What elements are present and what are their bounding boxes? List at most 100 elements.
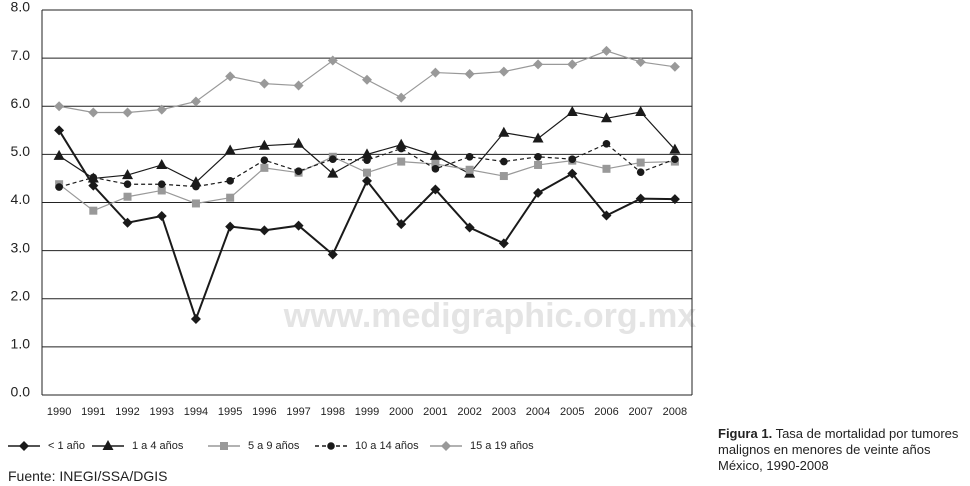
data-point xyxy=(499,172,508,181)
legend-marker xyxy=(19,441,29,451)
data-point xyxy=(500,157,508,166)
legend-marker xyxy=(327,442,335,450)
y-tick-label: 0.0 xyxy=(11,384,31,400)
data-point xyxy=(636,168,645,176)
data-point xyxy=(327,167,339,178)
data-point xyxy=(533,59,544,70)
y-tick-label: 8.0 xyxy=(11,0,31,15)
data-point xyxy=(636,158,645,167)
data-point xyxy=(327,55,338,66)
x-tick-label: 2007 xyxy=(628,406,652,418)
legend-marker xyxy=(102,440,114,450)
data-point xyxy=(532,132,544,143)
data-point xyxy=(397,144,406,153)
x-tick-label: 2006 xyxy=(594,406,618,418)
data-point xyxy=(224,144,236,155)
data-point xyxy=(156,104,167,115)
data-point xyxy=(363,168,371,177)
data-point xyxy=(362,175,372,186)
data-point xyxy=(294,167,303,176)
x-tick-label: 1997 xyxy=(286,406,310,418)
y-tick-label: 2.0 xyxy=(11,287,31,303)
x-tick-label: 1991 xyxy=(81,406,105,418)
x-tick-label: 1995 xyxy=(218,406,242,418)
data-point xyxy=(361,148,373,159)
data-point xyxy=(635,56,646,67)
data-point xyxy=(635,106,647,117)
data-point xyxy=(259,225,270,236)
data-point xyxy=(54,125,65,136)
caption-text: Tasa de mortalidad por tumores malignos … xyxy=(718,426,959,473)
data-point xyxy=(122,169,134,180)
data-point xyxy=(568,155,577,163)
data-point xyxy=(498,126,510,137)
data-point xyxy=(190,313,201,324)
data-point xyxy=(260,163,269,172)
data-point xyxy=(669,61,680,72)
data-point xyxy=(498,66,509,77)
y-tick-label: 1.0 xyxy=(11,336,31,352)
data-point xyxy=(671,155,679,163)
data-point xyxy=(669,194,680,205)
data-point xyxy=(156,158,168,169)
legend-marker xyxy=(220,442,228,450)
x-tick-label: 1996 xyxy=(252,406,276,418)
x-tick-label: 2001 xyxy=(423,406,447,418)
data-point xyxy=(53,149,65,160)
x-tick-label: 2008 xyxy=(663,406,687,418)
legend-label: < 1 año xyxy=(48,440,85,452)
data-point xyxy=(534,152,542,161)
data-point xyxy=(396,92,407,103)
y-tick-label: 3.0 xyxy=(11,239,31,255)
legend-label: 5 a 9 años xyxy=(248,440,300,452)
data-point xyxy=(293,80,304,91)
data-point xyxy=(157,186,166,195)
y-tick-label: 5.0 xyxy=(11,143,31,159)
data-point xyxy=(54,101,65,112)
data-point xyxy=(260,156,269,164)
data-point xyxy=(226,193,235,202)
data-point xyxy=(635,193,646,204)
data-point xyxy=(600,112,612,123)
data-point xyxy=(567,59,578,70)
data-point xyxy=(190,176,202,187)
data-point xyxy=(225,71,236,82)
x-tick-label: 2002 xyxy=(457,406,481,418)
legend-label: 15 a 19 años xyxy=(470,440,534,452)
data-point xyxy=(122,217,133,228)
x-tick-label: 1999 xyxy=(355,406,379,418)
x-tick-label: 1990 xyxy=(47,406,71,418)
data-point xyxy=(89,206,98,215)
x-tick-label: 1992 xyxy=(115,406,139,418)
watermark: www.medigraphic.org.mx xyxy=(283,297,697,335)
x-tick-label: 2004 xyxy=(526,406,550,418)
data-point xyxy=(601,45,612,56)
data-point xyxy=(498,238,509,249)
data-point xyxy=(430,184,441,195)
data-point xyxy=(396,219,407,230)
legend-marker xyxy=(441,441,451,451)
y-tick-label: 4.0 xyxy=(11,191,31,207)
data-point xyxy=(192,182,200,191)
x-tick-label: 1994 xyxy=(184,406,208,418)
data-point xyxy=(89,173,98,182)
data-point xyxy=(55,183,63,191)
x-tick-label: 2000 xyxy=(389,406,413,418)
data-point xyxy=(464,222,475,233)
data-point xyxy=(122,107,133,118)
data-point xyxy=(566,106,578,117)
y-tick-label: 7.0 xyxy=(11,47,31,63)
data-point xyxy=(602,139,611,148)
data-point xyxy=(157,180,166,189)
data-point xyxy=(669,143,681,154)
source: Fuente: INEGI/SSA/DGIS xyxy=(8,468,168,484)
data-point xyxy=(362,74,372,85)
data-point xyxy=(602,164,611,173)
caption: Figura 1. Tasa de mortalidad por tumores… xyxy=(718,426,966,474)
data-point xyxy=(259,78,270,89)
data-point xyxy=(190,96,201,107)
data-point xyxy=(293,137,305,148)
data-point xyxy=(258,139,270,150)
